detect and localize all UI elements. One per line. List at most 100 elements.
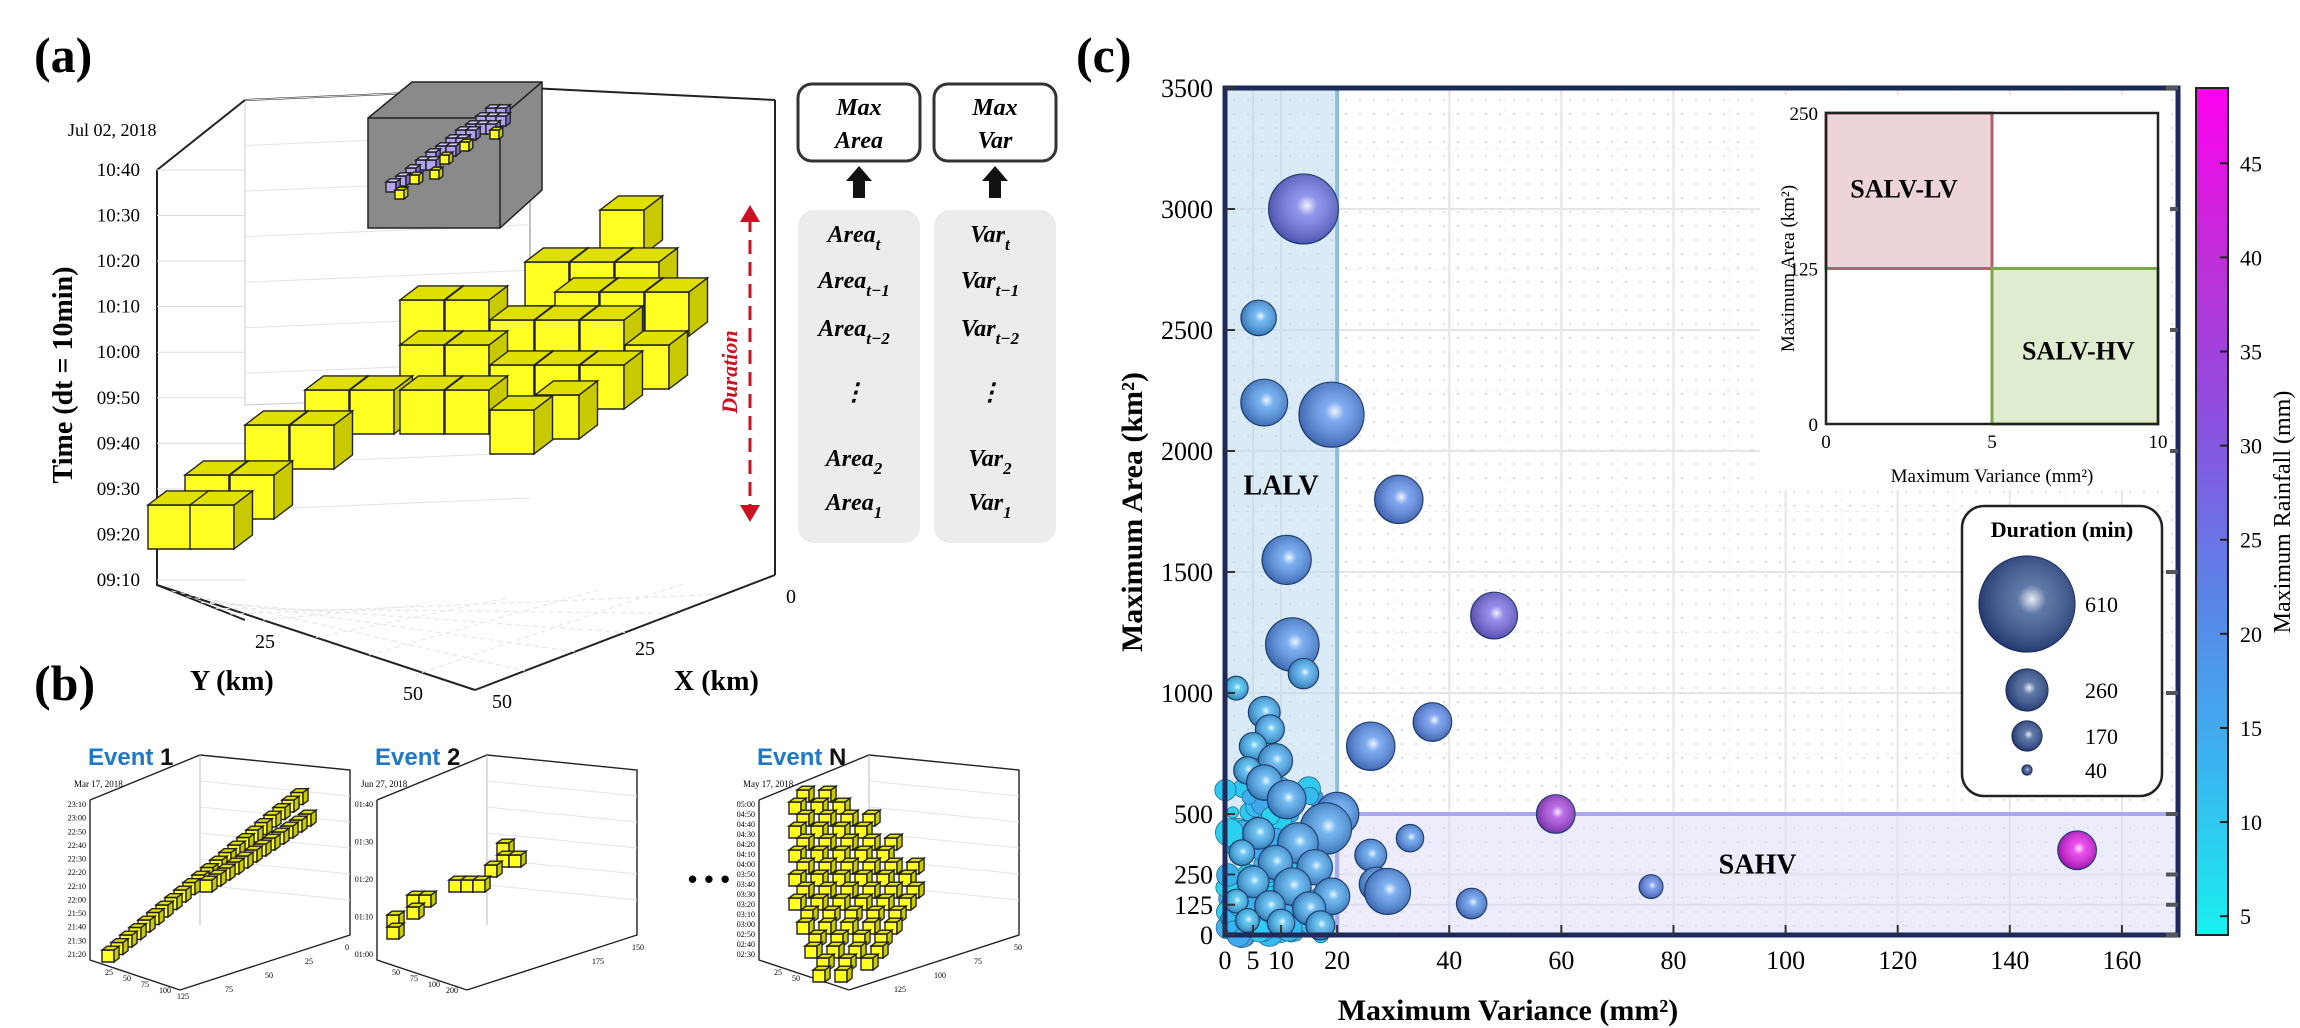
feature-item-subscript: t: [876, 235, 882, 254]
event-date: May 17, 2018: [743, 779, 794, 789]
event-voxel-cube-top: [180, 877, 203, 884]
event-voxel-cube-top: [860, 917, 883, 923]
data-point: [1240, 378, 1289, 427]
colorbar-bar: [2195, 87, 2229, 936]
event-date: Mar 17, 2018: [74, 779, 123, 789]
voxel-cube: [289, 424, 335, 470]
event-title-number: 2: [447, 744, 460, 771]
topview-cube-yellow: [439, 154, 450, 165]
data-point-shade: [1288, 658, 1319, 689]
floor-gridline: [315, 597, 511, 638]
event-voxel-cube-top: [874, 893, 897, 899]
inset-y-label: Maximum Area (km²): [1778, 185, 1799, 352]
event-voxel-cube-top: [808, 893, 831, 899]
floor-gridline: [421, 582, 687, 673]
cluster-bubble: [1226, 806, 1239, 819]
event-voxel-cube-top: [842, 905, 865, 911]
event-gridline: [486, 832, 638, 849]
feature-item-subscript: t−1: [866, 281, 890, 300]
inset-region-label-salv-lv: SALV-LV: [1850, 175, 1958, 204]
event-z-tick: 03:50: [737, 870, 755, 879]
event-voxel-cube-top: [882, 917, 905, 923]
event-voxel-cube-top: [838, 833, 861, 839]
topview-cube-yellow: [429, 169, 440, 180]
size-legend-label: 170: [2085, 724, 2118, 749]
event-y-tick: 75: [410, 974, 418, 983]
size-legend-box: [1960, 504, 2164, 798]
event-voxel-cube-top: [384, 910, 407, 916]
panel-a-z-label: Time (dt = 10min): [48, 267, 79, 484]
panel-a-y-tick-1: 50: [403, 683, 423, 705]
event-voxel-cube-top: [808, 821, 831, 827]
event-voxel-cube-top: [117, 930, 140, 936]
size-legend-entry: 610: [1978, 555, 2118, 653]
event-y-tick: 50: [123, 974, 131, 983]
event-voxel-cube-top: [270, 802, 293, 809]
event-voxel-cube-top: [794, 809, 817, 815]
data-point-shade: [1262, 535, 1312, 585]
feature-header-line2: Var: [978, 128, 1013, 154]
event-voxel-cube-top: [852, 893, 875, 899]
event-z-tick: 02:40: [737, 940, 755, 949]
feature-sequence-box: [934, 210, 1056, 543]
event-voxel-cube-top: [197, 875, 220, 881]
event-z-tick: 22:30: [68, 855, 86, 864]
feature-header-line2: Area: [833, 128, 883, 154]
panel-a-label: (a): [34, 27, 92, 83]
event-voxel-cube-top: [252, 817, 275, 824]
feature-header-box: [796, 82, 922, 163]
colorbar-tick-label: 30: [2240, 434, 2262, 459]
data-point-shade: [1470, 592, 1518, 639]
voxel-cube-top: [347, 375, 415, 391]
panel-a-date: Jul 02, 2018: [68, 120, 157, 140]
event-voxel-cube-top: [852, 869, 875, 875]
data-point: [1364, 867, 1412, 915]
event-title: Event 2: [375, 744, 460, 771]
topview-cube-top: [493, 112, 513, 117]
event-voxel-cube: [448, 879, 462, 893]
event-voxel-cube-top: [816, 857, 839, 863]
event-voxel-cube-top: [904, 857, 927, 863]
event-voxel-cube-top: [838, 857, 861, 863]
event-gridline: [486, 884, 638, 901]
event-z-tick: 21:50: [68, 909, 86, 918]
event-z-tick: 23:10: [68, 800, 86, 809]
floor-gridline: [262, 604, 422, 621]
event-title: Event N: [757, 744, 846, 771]
data-point: [1638, 874, 1664, 900]
colorbar-tick-label: 10: [2240, 810, 2262, 835]
event-voxel-cube: [796, 921, 810, 935]
event-voxel-cube-top: [810, 965, 833, 971]
x-axis-label: Maximum Variance (mm²): [1338, 994, 1679, 1027]
voxel-cube-top: [442, 375, 510, 391]
floor-gridline: [171, 590, 526, 672]
panel-a-z-tick: 10:30: [97, 206, 140, 227]
voxel-cube: [189, 504, 235, 550]
inset-x-tick-label: 0: [1821, 432, 1831, 453]
x-tick-label: 20: [1324, 946, 1350, 975]
feature-item-subscript: t−2: [866, 329, 890, 348]
event-voxel-cube-top: [153, 900, 176, 906]
voxel-cube-top: [532, 380, 600, 396]
topview-cube-yellow-top: [457, 138, 475, 143]
data-point: [1374, 474, 1424, 525]
voxel-cube-top: [227, 460, 295, 476]
event-voxel-cube-top: [830, 869, 853, 875]
event-x-tick: 50: [265, 971, 273, 980]
y-tick-label: 125: [1174, 891, 1213, 920]
event-voxel-cube-top: [858, 953, 881, 959]
data-point: [1266, 908, 1296, 938]
panel-a-y-tick-0: 25: [255, 631, 275, 653]
y-tick-label: 1500: [1161, 558, 1213, 587]
event-z-tick: 22:40: [68, 841, 86, 850]
floor-gridline: [215, 607, 676, 614]
event-voxel-cube-top: [816, 833, 839, 839]
event-voxel-cube-top: [786, 845, 809, 851]
colorbar-tick-label: 20: [2240, 622, 2262, 647]
data-point-shade: [1267, 909, 1295, 937]
event-voxel-cube-top: [506, 850, 529, 856]
data-point-shade: [1265, 617, 1319, 672]
event-voxel-cube-top: [832, 965, 855, 971]
event-voxel-cube-top: [494, 838, 517, 844]
